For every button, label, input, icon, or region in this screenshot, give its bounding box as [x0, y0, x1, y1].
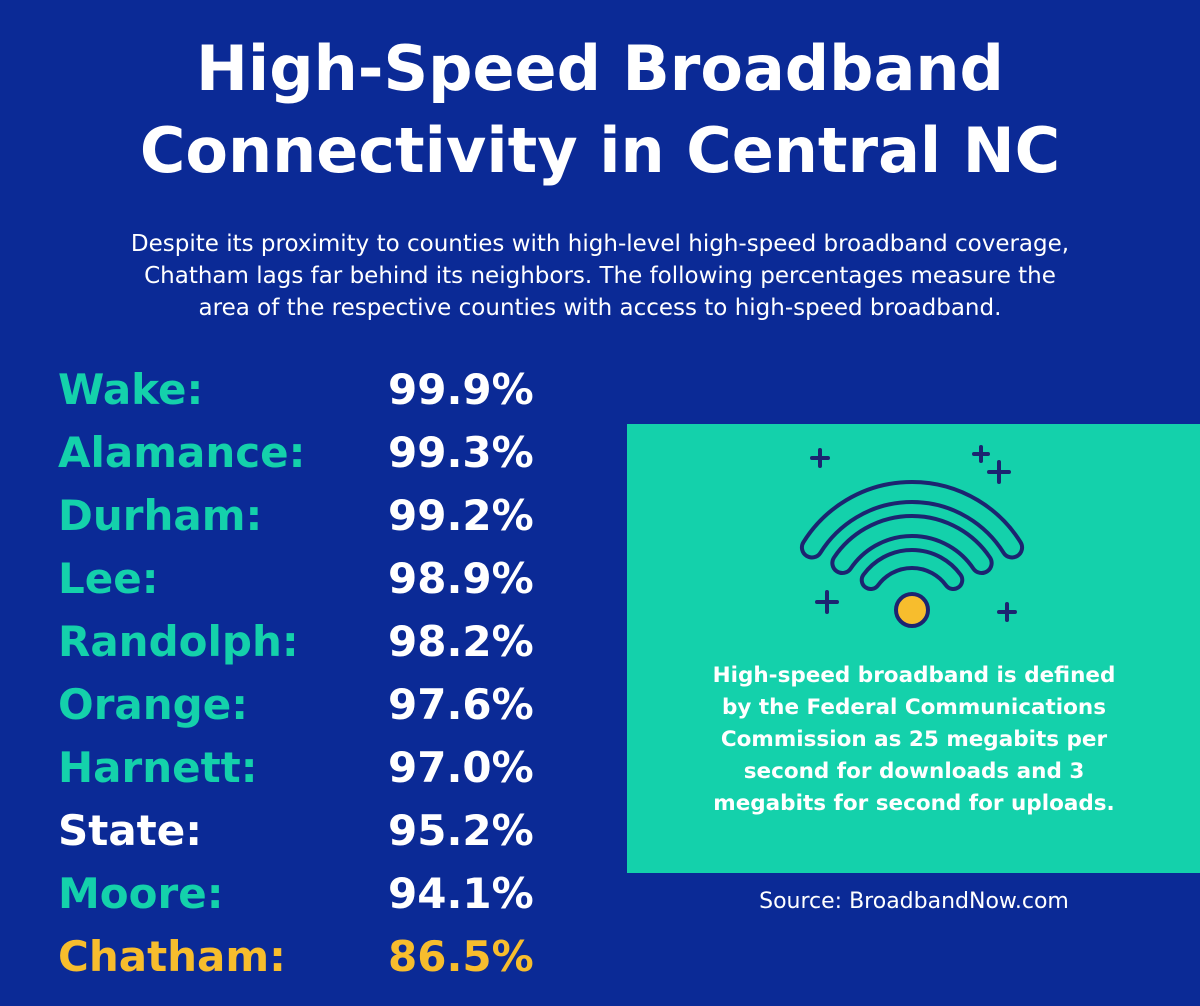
- page-title: High-Speed Broadband Connectivity in Cen…: [0, 28, 1200, 192]
- sparkle-plus-icon: [997, 602, 1017, 622]
- sparkle-plus-icon: [987, 460, 1011, 484]
- intro-line-3: area of the respective counties with acc…: [198, 295, 1002, 321]
- intro-paragraph: Despite its proximity to counties with h…: [20, 228, 1180, 324]
- county-percentage: 98.2%: [388, 617, 534, 666]
- county-name: Moore:: [58, 869, 224, 918]
- county-percentage: 97.0%: [388, 743, 534, 792]
- intro-line-1: Despite its proximity to counties with h…: [130, 231, 1070, 257]
- county-name: State:: [58, 806, 203, 855]
- definition-line-1: High-speed broadband is defined: [712, 663, 1116, 688]
- county-row-durham: Durham: 99.2%: [58, 484, 578, 547]
- county-name: Alamance:: [58, 428, 306, 477]
- county-name: Durham:: [58, 491, 263, 540]
- county-row-orange: Orange: 97.6%: [58, 673, 578, 736]
- county-row-state: State: 95.2%: [58, 799, 578, 862]
- definition-line-5: megabits for second for uploads.: [713, 791, 1115, 816]
- county-row-alamance: Alamance: 99.3%: [58, 421, 578, 484]
- county-name: Chatham:: [58, 932, 286, 981]
- definition-card: High-speed broadband is defined by the F…: [627, 424, 1200, 873]
- wifi-signal-dot: [894, 592, 930, 628]
- county-name: Lee:: [58, 554, 159, 603]
- county-percentage: 99.2%: [388, 491, 534, 540]
- definition-line-2: by the Federal Communications: [722, 695, 1106, 720]
- wifi-inner-arc: [859, 548, 965, 591]
- source-credit: Source: BroadbandNow.com: [759, 889, 1069, 914]
- county-percentage: 94.1%: [388, 869, 534, 918]
- county-name: Harnett:: [58, 743, 258, 792]
- wifi-icon: [799, 445, 1025, 628]
- county-row-chatham: Chatham: 86.5%: [58, 925, 578, 988]
- sparkle-plus-icon: [810, 448, 830, 468]
- wifi-middle-arc: [830, 514, 994, 576]
- county-percentage: 99.9%: [388, 365, 534, 414]
- county-percentage: 95.2%: [388, 806, 534, 855]
- sparkle-plus-icon: [972, 445, 990, 463]
- wifi-outer-arc: [799, 480, 1025, 560]
- county-percentage: 97.6%: [388, 680, 534, 729]
- county-percentage: 99.3%: [388, 428, 534, 477]
- county-percentage: 86.5%: [388, 932, 534, 981]
- definition-line-3: Commission as 25 megabits per: [720, 727, 1108, 752]
- county-name: Wake:: [58, 365, 204, 414]
- title-line-2: Connectivity in Central NC: [139, 114, 1061, 187]
- county-name: Randolph:: [58, 617, 299, 666]
- definition-line-4: second for downloads and 3: [743, 759, 1085, 784]
- county-row-wake: Wake: 99.9%: [58, 358, 578, 421]
- county-list: Wake: 99.9% Alamance: 99.3% Durham: 99.2…: [58, 358, 578, 988]
- title-line-1: High-Speed Broadband: [196, 32, 1004, 105]
- definition-text: High-speed broadband is defined by the F…: [641, 660, 1187, 820]
- sparkle-plus-icon: [815, 590, 839, 614]
- intro-line-2: Chatham lags far behind its neighbors. T…: [144, 263, 1056, 289]
- county-percentage: 98.9%: [388, 554, 534, 603]
- county-row-randolph: Randolph: 98.2%: [58, 610, 578, 673]
- county-row-harnett: Harnett: 97.0%: [58, 736, 578, 799]
- county-row-lee: Lee: 98.9%: [58, 547, 578, 610]
- county-row-moore: Moore: 94.1%: [58, 862, 578, 925]
- county-name: Orange:: [58, 680, 249, 729]
